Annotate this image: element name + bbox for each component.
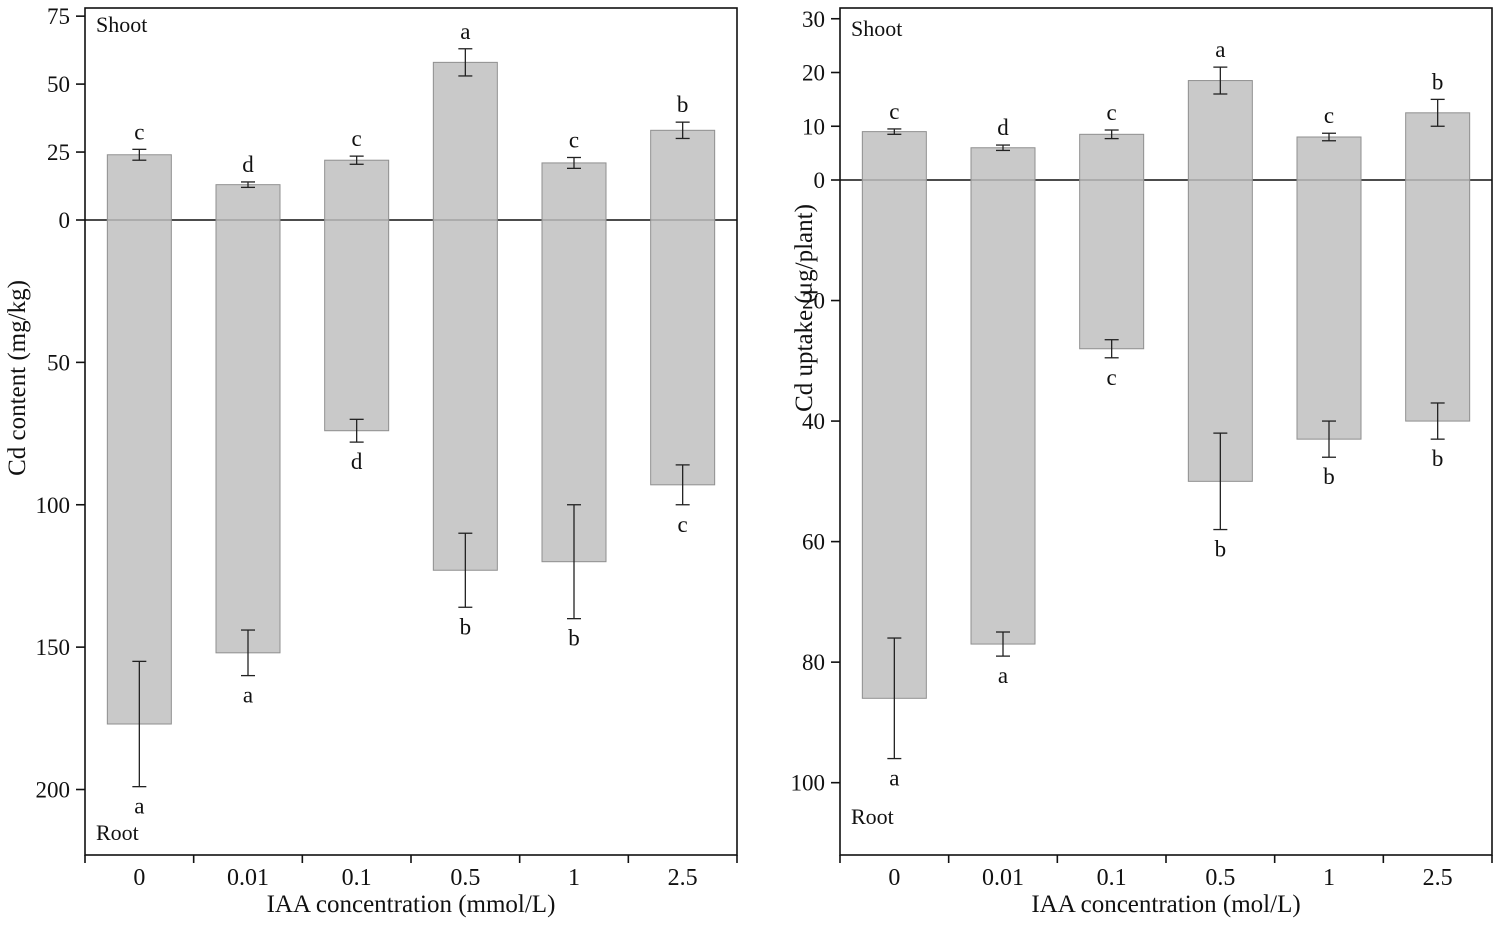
y-tick-label: 100	[791, 771, 826, 796]
root-bar	[324, 219, 390, 432]
y-axis-label: Cd content (mg/kg)	[4, 280, 31, 476]
significance-letter: c	[569, 127, 579, 152]
x-tick-label: 0.1	[1097, 865, 1127, 891]
shoot-bar	[432, 61, 498, 221]
y-tick-label: 0	[59, 208, 71, 233]
significance-letter: c	[889, 99, 899, 124]
y-tick-label: 100	[36, 493, 71, 518]
x-tick-label: 2.5	[1423, 865, 1453, 891]
shoot-bar	[970, 147, 1036, 181]
root-bar	[650, 219, 716, 486]
shoot-bar	[541, 162, 607, 221]
root-bar	[1187, 179, 1253, 482]
x-tick-label: 2.5	[668, 865, 698, 891]
shoot-bar	[106, 154, 172, 221]
x-axis-label: IAA concentration (mmol/L)	[266, 891, 556, 918]
significance-letter: a	[134, 794, 144, 819]
y-tick-label: 60	[802, 530, 825, 555]
significance-letter: a	[460, 19, 470, 44]
significance-letter: b	[568, 626, 580, 651]
significance-letter: b	[677, 92, 689, 117]
y-axis-label: Cd uptake (μg/plant)	[791, 204, 818, 412]
significance-letter: d	[997, 115, 1009, 140]
x-tick-label: 0.01	[982, 865, 1024, 891]
significance-letter: b	[460, 614, 472, 639]
significance-letter: b	[1215, 537, 1227, 562]
shoot-bar	[215, 184, 281, 221]
x-tick-label: 0	[133, 865, 145, 891]
x-tick-label: 0.01	[227, 865, 269, 891]
cd-uptake-plot-canvas: 0 10 20 30 20 40 60 80 100 0 0.01 0.1 0.5 1 2.5 c d c a c b a…	[791, 7, 1493, 891]
x-axis-label: IAA concentration (mol/L)	[1031, 891, 1301, 918]
significance-letter: c	[352, 126, 362, 151]
y-tick-label: 50	[47, 72, 70, 97]
root-bar	[1405, 179, 1471, 422]
cd-content-chart: 0 25 50 75 50 100 150 200 0 0.01 0.1 0.5 1 2.5 c d c a c b a…	[0, 0, 752, 929]
shoot-region-label: Shoot	[96, 12, 148, 37]
y-tick-label: 50	[47, 350, 70, 375]
shoot-bar	[1296, 136, 1362, 181]
x-tick-label: 0.5	[1205, 865, 1235, 891]
root-bar	[432, 219, 498, 571]
root-region-label: Root	[851, 804, 894, 829]
y-tick-label: 150	[36, 635, 71, 660]
significance-letter: a	[998, 663, 1008, 688]
significance-letter: d	[351, 449, 363, 474]
significance-letter: b	[1432, 446, 1444, 471]
significance-letter: c	[1107, 100, 1117, 125]
y-tick-label: 20	[802, 289, 825, 314]
x-tick-label: 1	[568, 865, 580, 891]
shoot-bar	[1079, 133, 1145, 181]
root-bar	[1296, 179, 1362, 440]
root-bar	[861, 179, 927, 699]
y-tick-label: 10	[802, 114, 825, 139]
significance-letter: b	[1323, 464, 1335, 489]
root-bar	[970, 179, 1036, 645]
significance-letter: a	[889, 766, 899, 791]
x-tick-label: 0.5	[450, 865, 480, 891]
significance-letter: c	[1324, 103, 1334, 128]
y-tick-label: 40	[802, 409, 825, 434]
significance-letter: a	[1215, 37, 1225, 62]
root-bar	[106, 219, 172, 725]
significance-letter: c	[678, 512, 688, 537]
root-bar	[1079, 179, 1145, 350]
cd-uptake-chart: 0 10 20 30 20 40 60 80 100 0 0.01 0.1 0.5 1 2.5 c d c a c b a…	[753, 0, 1505, 929]
shoot-bar	[861, 131, 927, 181]
root-region-label: Root	[96, 820, 139, 845]
y-tick-label: 75	[47, 4, 70, 29]
plot-border	[839, 7, 1493, 856]
significance-letter: c	[134, 119, 144, 144]
root-bar	[215, 219, 281, 654]
x-tick-label: 0	[888, 865, 900, 891]
plot-border	[84, 7, 738, 856]
y-tick-label: 25	[47, 140, 70, 165]
significance-letter: b	[1432, 69, 1444, 94]
y-tick-label: 80	[802, 650, 825, 675]
significance-letter: d	[242, 152, 254, 177]
y-tick-label: 0	[814, 168, 826, 193]
significance-letter: c	[1107, 365, 1117, 390]
shoot-bar	[650, 129, 716, 221]
significance-letter: a	[243, 683, 253, 708]
cd-content-plot-canvas: 0 25 50 75 50 100 150 200 0 0.01 0.1 0.5 1 2.5 c d c a c b a…	[36, 4, 738, 891]
shoot-region-label: Shoot	[851, 16, 903, 41]
shoot-bar	[324, 159, 390, 221]
shoot-bar	[1187, 80, 1253, 181]
y-tick-label: 200	[36, 778, 71, 803]
y-tick-label: 30	[802, 7, 825, 32]
y-tick-label: 20	[802, 61, 825, 86]
x-tick-label: 0.1	[342, 865, 372, 891]
x-tick-label: 1	[1323, 865, 1335, 891]
